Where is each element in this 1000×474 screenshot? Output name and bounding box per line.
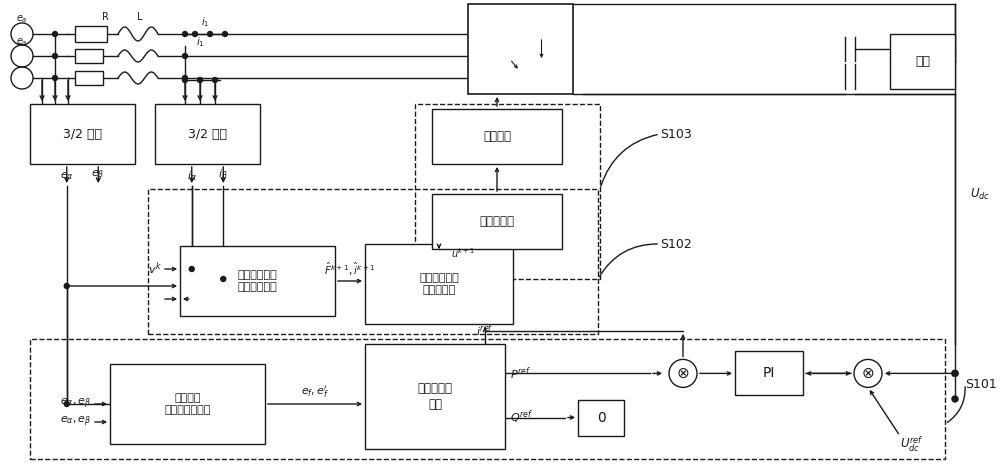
Text: 计算变换器侧
电压预测值: 计算变换器侧 电压预测值 (419, 273, 459, 295)
Text: 3/2 变换: 3/2 变换 (188, 128, 227, 140)
Text: PI: PI (763, 366, 775, 381)
FancyBboxPatch shape (735, 351, 803, 395)
Text: $i_β$: $i_β$ (218, 168, 228, 184)
Text: S101: S101 (965, 377, 997, 391)
Text: 一拍补偿和扩
张状态观测器: 一拍补偿和扩 张状态观测器 (238, 270, 277, 292)
FancyBboxPatch shape (365, 344, 505, 449)
Text: S103: S103 (660, 128, 692, 140)
Text: $e_α$: $e_α$ (60, 170, 74, 182)
Text: L: L (137, 12, 143, 22)
Text: 基波电压
电压正负序提取: 基波电压 电压正负序提取 (164, 393, 211, 415)
Circle shape (198, 78, 202, 82)
FancyBboxPatch shape (578, 400, 624, 436)
Text: $i^{ref}$: $i^{ref}$ (476, 323, 494, 339)
FancyBboxPatch shape (180, 246, 335, 316)
Text: ⊗: ⊗ (677, 366, 689, 381)
Circle shape (64, 401, 69, 407)
FancyBboxPatch shape (432, 194, 562, 249)
Circle shape (182, 31, 188, 36)
Circle shape (221, 276, 226, 282)
Circle shape (189, 266, 194, 272)
FancyBboxPatch shape (110, 364, 265, 444)
Circle shape (64, 283, 69, 289)
Circle shape (952, 370, 958, 376)
FancyBboxPatch shape (890, 34, 955, 89)
Circle shape (52, 75, 58, 81)
Text: 3/2 变换: 3/2 变换 (63, 128, 102, 140)
Text: $Q^{ref}$: $Q^{ref}$ (510, 409, 533, 426)
Text: $\hat{F}^{k+1},\hat{i}^{k+1}$: $\hat{F}^{k+1},\hat{i}^{k+1}$ (324, 260, 376, 278)
Circle shape (222, 31, 228, 36)
FancyBboxPatch shape (468, 4, 573, 94)
Text: $i_1$: $i_1$ (196, 35, 204, 49)
Text: $e_β$: $e_β$ (91, 169, 105, 183)
Circle shape (52, 31, 58, 36)
Text: $u^{k+1}$: $u^{k+1}$ (451, 246, 476, 260)
Text: 0: 0 (597, 410, 605, 425)
Circle shape (952, 370, 958, 376)
FancyBboxPatch shape (432, 109, 562, 164)
Text: ⊗: ⊗ (862, 366, 874, 381)
Circle shape (192, 31, 198, 36)
Text: $U_{dc}$: $U_{dc}$ (970, 186, 990, 201)
Circle shape (52, 54, 58, 58)
Text: $P^{ref}$: $P^{ref}$ (510, 365, 531, 382)
Circle shape (952, 396, 958, 402)
FancyBboxPatch shape (75, 49, 103, 63)
Text: $i_1$: $i_1$ (201, 15, 209, 29)
Text: $e_f,e_f'$: $e_f,e_f'$ (301, 384, 329, 400)
FancyBboxPatch shape (30, 104, 135, 164)
FancyBboxPatch shape (155, 104, 260, 164)
Circle shape (212, 78, 218, 82)
FancyBboxPatch shape (75, 71, 103, 85)
Text: $e_α,e_β$: $e_α,e_β$ (60, 397, 92, 411)
FancyBboxPatch shape (75, 26, 107, 42)
Text: S102: S102 (660, 237, 692, 250)
Circle shape (182, 78, 188, 82)
Text: $e_a$: $e_a$ (16, 36, 28, 48)
FancyBboxPatch shape (365, 244, 513, 324)
Text: 计算电流参
考值: 计算电流参 考值 (418, 383, 452, 410)
Text: 广义双矢量: 广义双矢量 (480, 215, 514, 228)
Text: $v^k$: $v^k$ (148, 261, 162, 277)
Circle shape (182, 75, 188, 81)
Text: $U_{dc}^{ref}$: $U_{dc}^{ref}$ (900, 434, 924, 454)
Text: $e_a$: $e_a$ (16, 13, 28, 25)
Text: 负载: 负载 (915, 55, 930, 68)
Text: $e_α,e_β$: $e_α,e_β$ (60, 415, 92, 429)
Text: 驱动脉冲: 驱动脉冲 (483, 130, 511, 143)
Circle shape (182, 54, 188, 58)
Text: R: R (102, 12, 108, 22)
Text: $i_α$: $i_α$ (187, 169, 197, 183)
Circle shape (208, 31, 212, 36)
